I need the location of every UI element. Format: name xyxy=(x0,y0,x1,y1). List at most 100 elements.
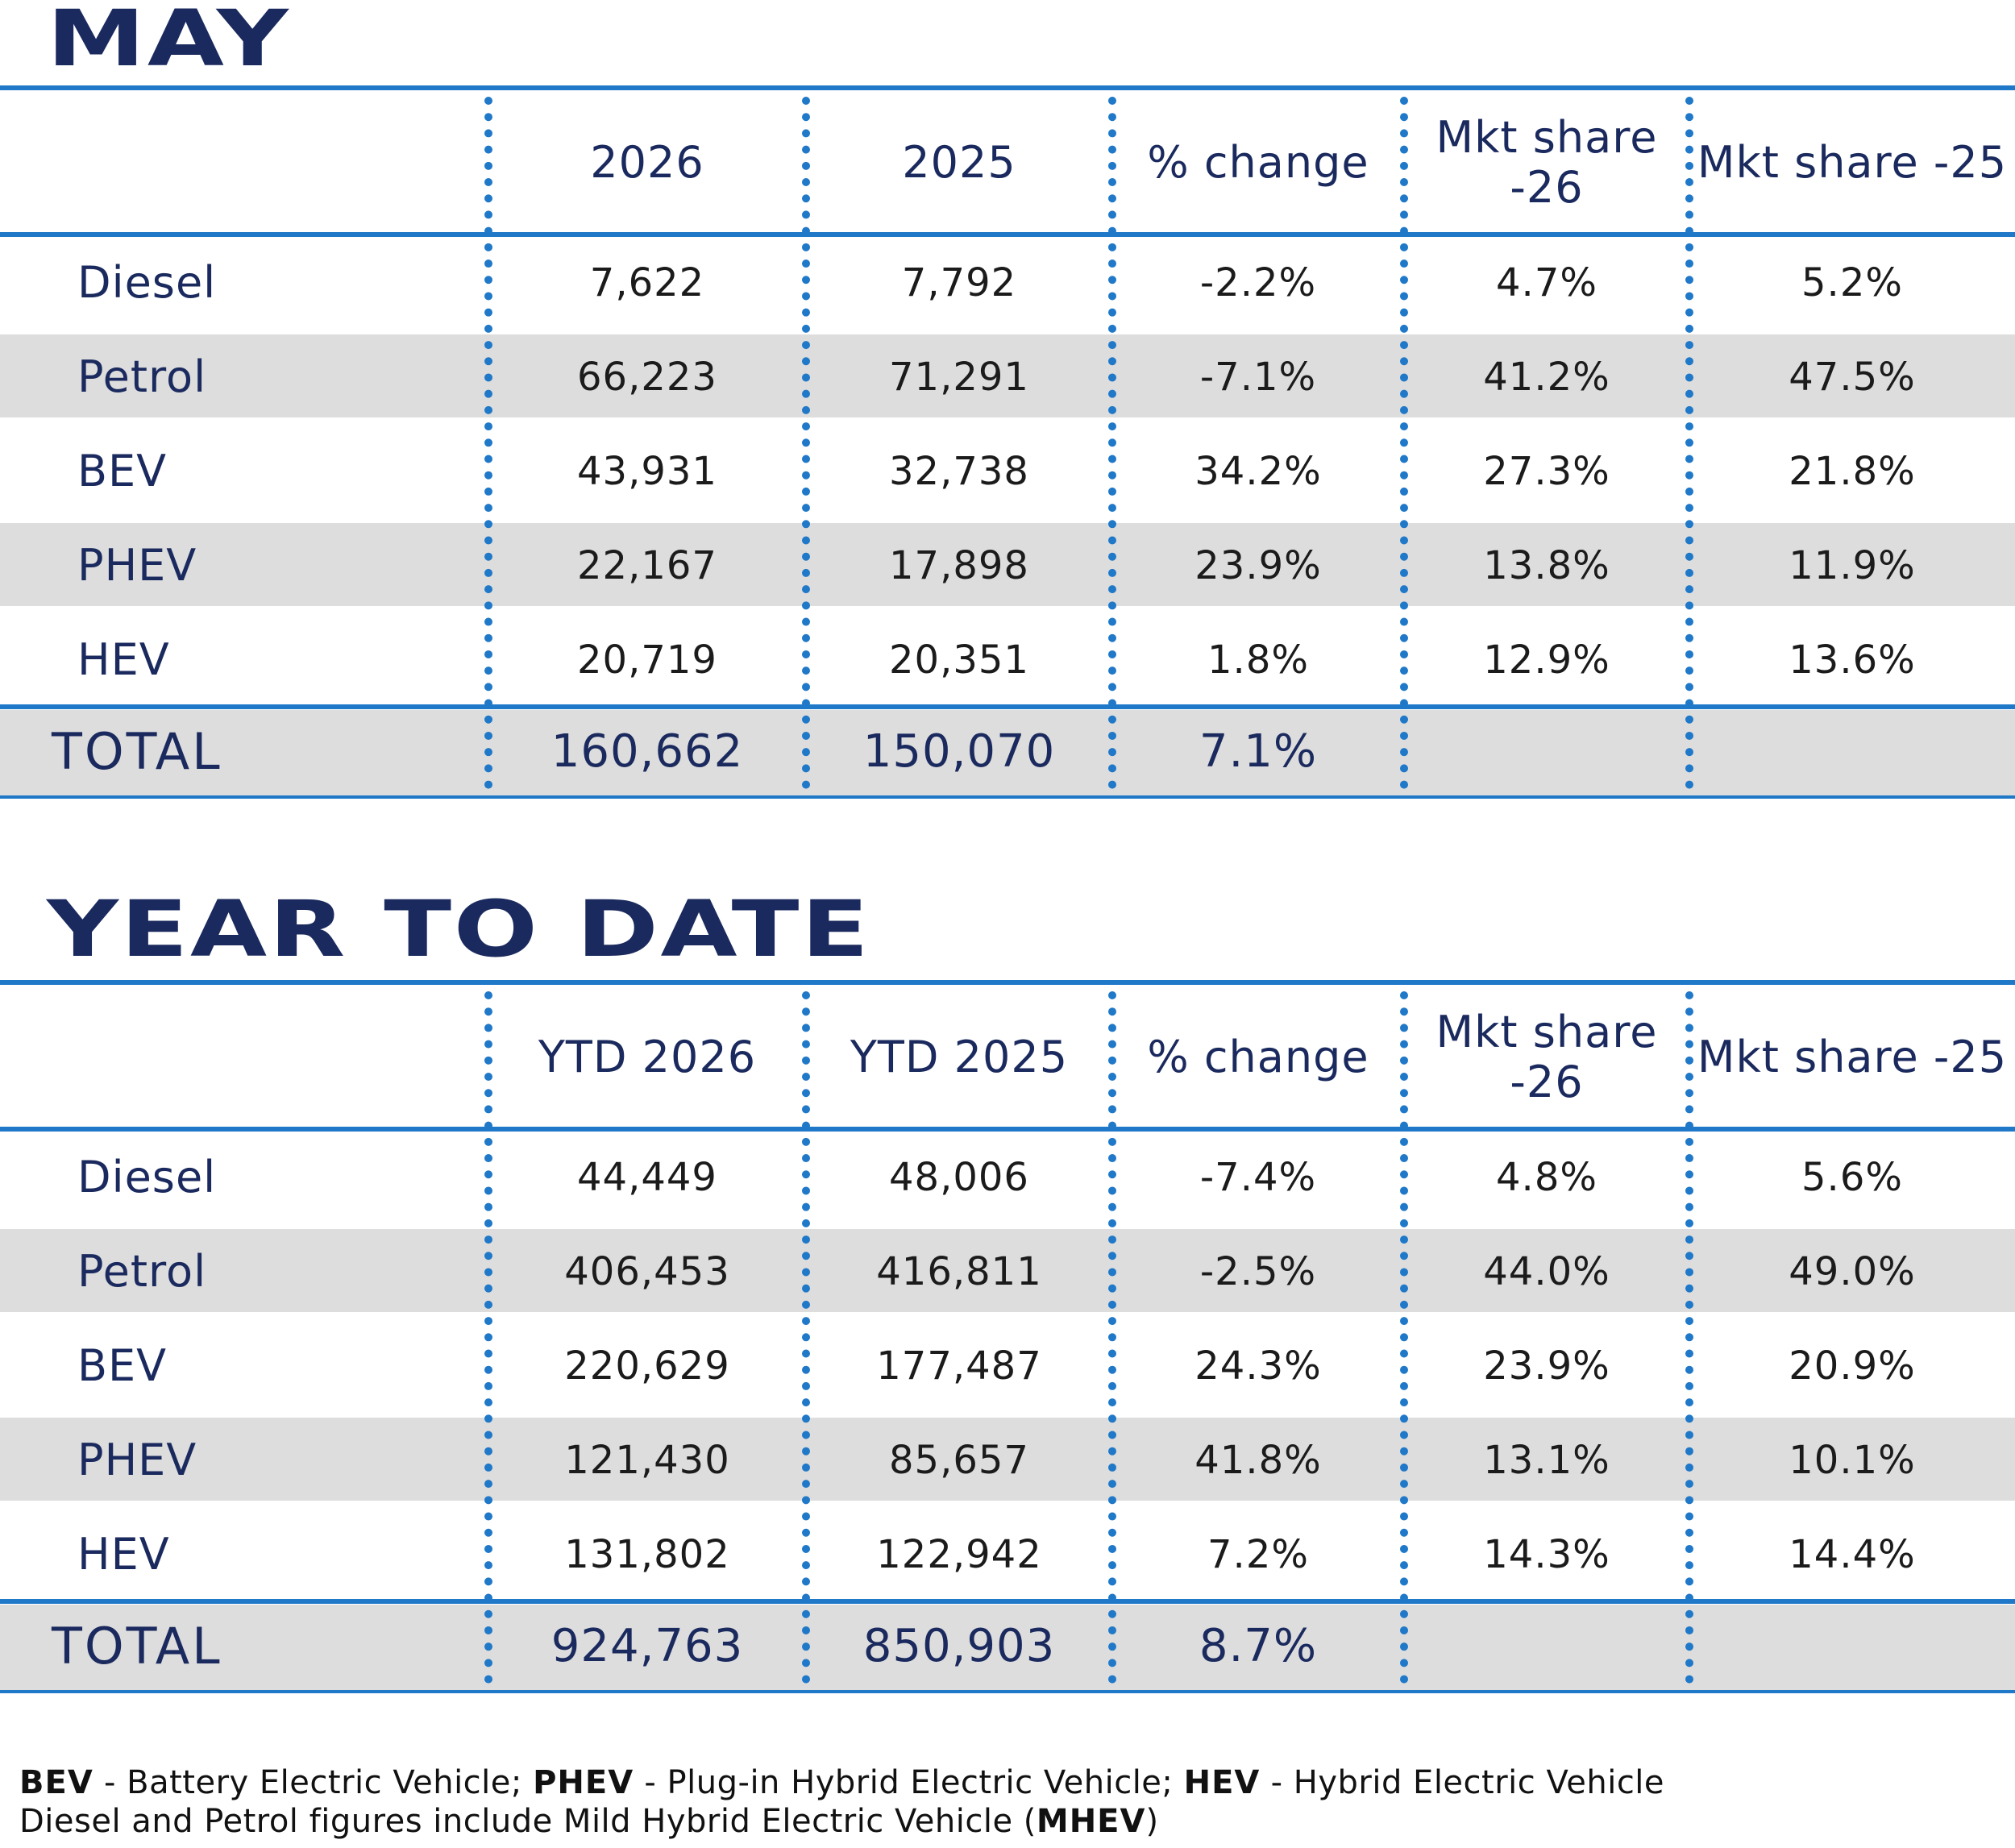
total-v2026: 924,763 xyxy=(550,1619,744,1672)
row-label: BEV xyxy=(77,446,168,496)
column-header: 2025 xyxy=(902,136,1016,188)
table-cell-share26: 41.2% xyxy=(1483,354,1610,400)
column-header: % change xyxy=(1147,136,1369,188)
table-cell-v2025: 177,487 xyxy=(876,1343,1042,1389)
row-label: Diesel xyxy=(77,1152,217,1202)
footnote-line-2: Diesel and Petrol figures include Mild H… xyxy=(19,1802,2002,1841)
table-cell-share25: 14.4% xyxy=(1789,1531,1916,1577)
table-cell-change: 1.8% xyxy=(1207,637,1309,683)
column-divider xyxy=(802,991,810,1684)
table-cell-v2026: 22,167 xyxy=(577,542,717,588)
table-cell-share26: 4.7% xyxy=(1496,260,1597,305)
column-divider xyxy=(1685,991,1693,1684)
column-header: 2026 xyxy=(590,136,704,188)
table-cell-share26: 13.1% xyxy=(1483,1437,1610,1483)
table-cell-share26: 44.0% xyxy=(1483,1248,1610,1294)
row-label: PHEV xyxy=(77,1435,197,1485)
table-cell-change: 24.3% xyxy=(1194,1343,1322,1389)
total-v2025: 150,070 xyxy=(862,725,1056,778)
table-cell-v2025: 48,006 xyxy=(889,1154,1029,1200)
row-band xyxy=(0,1418,2015,1501)
table-cell-share26: 14.3% xyxy=(1483,1531,1610,1577)
total-rule xyxy=(0,704,2015,709)
column-header: Mkt share -26 xyxy=(1435,1006,1658,1107)
table-cell-v2026: 131,802 xyxy=(564,1531,730,1577)
bottom-rule xyxy=(0,795,2015,799)
table-cell-v2025: 7,792 xyxy=(901,260,1017,305)
table-cell-change: 7.2% xyxy=(1207,1531,1309,1577)
table-cell-v2026: 220,629 xyxy=(564,1343,730,1389)
table-cell-change: -2.5% xyxy=(1199,1248,1317,1294)
table-cell-share25: 11.9% xyxy=(1789,542,1916,588)
table-cell-v2025: 122,942 xyxy=(876,1531,1042,1577)
table-cell-change: 23.9% xyxy=(1194,542,1322,588)
hev-abbr: HEV xyxy=(1183,1764,1261,1801)
column-header: YTD 2026 xyxy=(538,1031,757,1082)
row-label: Diesel xyxy=(77,257,217,308)
column-header: Mkt share -26 xyxy=(1435,111,1658,213)
total-rule xyxy=(0,1599,2015,1604)
footnote-line-1: BEV - Battery Electric Vehicle; PHEV - P… xyxy=(19,1763,2002,1802)
phev-definition: - Plug-in Hybrid Electric Vehicle; xyxy=(634,1764,1184,1801)
row-band xyxy=(0,523,2015,606)
table-cell-change: 41.8% xyxy=(1194,1437,1322,1483)
column-divider xyxy=(1685,97,1693,789)
table-cell-share25: 20.9% xyxy=(1789,1343,1916,1389)
row-label: Petrol xyxy=(77,1246,207,1297)
table-cell-share25: 13.6% xyxy=(1789,637,1916,683)
column-header: Mkt share -25 xyxy=(1697,136,2008,188)
phev-abbr: PHEV xyxy=(533,1764,634,1801)
table-cell-share25: 47.5% xyxy=(1789,354,1916,400)
table-cell-share26: 12.9% xyxy=(1483,637,1610,683)
table-cell-v2026: 121,430 xyxy=(564,1437,730,1483)
ytd-table: YTD 2026 YTD 2025 % change Mkt share -26 Mkt… xyxy=(0,980,2015,1695)
column-divider xyxy=(484,97,492,789)
table-cell-change: 34.2% xyxy=(1194,448,1322,494)
header-rule xyxy=(0,1127,2015,1132)
column-header: % change xyxy=(1147,1031,1369,1082)
top-rule xyxy=(0,980,2015,985)
row-band xyxy=(0,1229,2015,1312)
table-cell-share26: 4.8% xyxy=(1496,1154,1597,1200)
total-change: 8.7% xyxy=(1199,1619,1318,1672)
bev-definition: - Battery Electric Vehicle; xyxy=(93,1764,534,1801)
may-table: 2026 2025 % change Mkt share -26 Mkt share -… xyxy=(0,85,2015,800)
bev-abbr: BEV xyxy=(19,1764,93,1801)
mhev-abbr: MHEV xyxy=(1036,1803,1146,1840)
table-cell-share25: 5.6% xyxy=(1801,1154,1903,1200)
table-cell-v2025: 32,738 xyxy=(889,448,1029,494)
column-header: YTD 2025 xyxy=(850,1031,1069,1082)
table-cell-v2026: 66,223 xyxy=(577,354,717,400)
column-divider xyxy=(484,991,492,1684)
table-cell-v2026: 43,931 xyxy=(577,448,717,494)
row-label: Petrol xyxy=(77,351,207,402)
mhev-note: Diesel and Petrol figures include Mild H… xyxy=(19,1803,1037,1840)
column-divider xyxy=(1108,97,1116,789)
total-band xyxy=(0,710,2015,795)
row-label: BEV xyxy=(77,1340,168,1391)
table-cell-change: -7.4% xyxy=(1199,1154,1317,1200)
table-cell-v2026: 406,453 xyxy=(564,1248,730,1294)
total-band xyxy=(0,1605,2015,1690)
mhev-close: ) xyxy=(1145,1803,1159,1840)
table-cell-v2025: 85,657 xyxy=(889,1437,1029,1483)
row-label: HEV xyxy=(77,1529,170,1580)
row-label: HEV xyxy=(77,634,170,685)
table-cell-v2025: 71,291 xyxy=(889,354,1029,400)
footnote: BEV - Battery Electric Vehicle; PHEV - P… xyxy=(19,1763,2002,1841)
header-rule xyxy=(0,232,2015,237)
column-divider xyxy=(1400,991,1408,1684)
bottom-rule xyxy=(0,1690,2015,1693)
total-label: TOTAL xyxy=(52,721,222,781)
column-divider xyxy=(802,97,810,789)
table-cell-change: -2.2% xyxy=(1199,260,1317,305)
table-cell-v2026: 7,622 xyxy=(589,260,705,305)
column-divider xyxy=(1108,991,1116,1684)
table-cell-share26: 13.8% xyxy=(1483,542,1610,588)
table-cell-share26: 27.3% xyxy=(1483,448,1610,494)
row-band xyxy=(0,334,2015,417)
top-rule xyxy=(0,85,2015,90)
table-cell-v2026: 44,449 xyxy=(577,1154,717,1200)
table-cell-share25: 21.8% xyxy=(1789,448,1916,494)
table-cell-v2025: 17,898 xyxy=(889,542,1029,588)
